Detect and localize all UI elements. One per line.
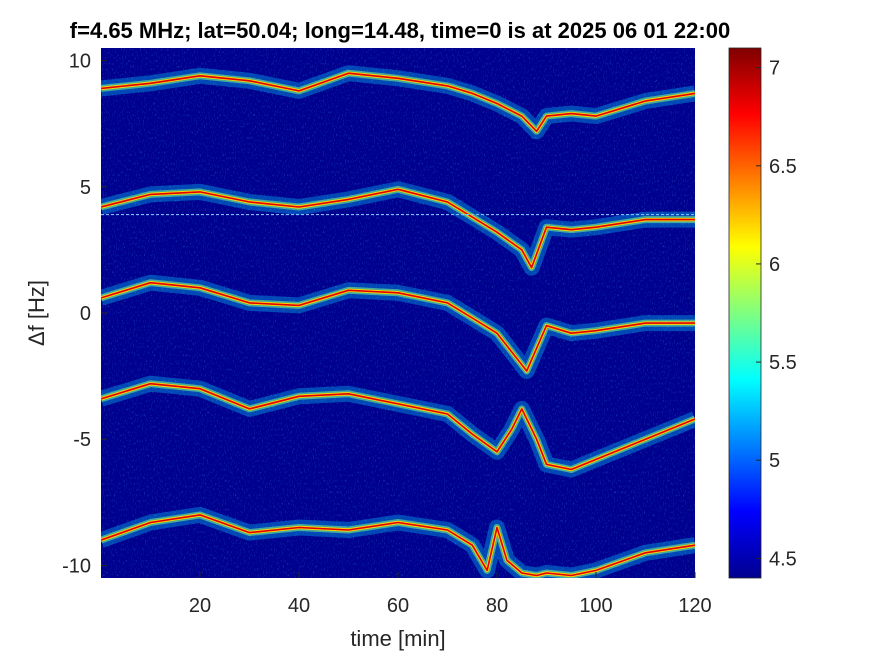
y-tick-label: 10 [69,51,91,73]
x-axis-label: time [min] [350,626,445,651]
trace-core-2 [101,281,695,372]
trace-core-layer [101,71,695,578]
colorbar-tick-label: 6 [769,254,780,276]
x-tick-label: 80 [486,595,508,617]
x-tick-label: 120 [678,595,711,617]
y-tick-label: 5 [80,177,91,199]
colorbar-tick-label: 4.5 [769,548,797,570]
x-axis: 20 40 60 80 100 120 [189,572,712,617]
colorbar-tick-label: 5.5 [769,352,797,374]
colorbar-ticks: 7 6.5 6 5.5 5 4.5 [756,58,797,570]
trace-core-1 [101,188,695,269]
colorbar-tick-label: 6.5 [769,156,797,178]
colorbar-tick-label: 7 [769,58,780,80]
trace-core-4 [101,514,695,577]
colorbar: 7 6.5 6 5.5 5 4.5 [728,47,797,579]
chart-title: f=4.65 MHz; lat=50.04; long=14.48, time=… [70,18,730,43]
x-tick-label: 60 [387,595,409,617]
x-tick-label: 100 [579,595,612,617]
noise-speckle [101,48,695,578]
trace-core-0 [101,72,695,133]
y-tick-label: -10 [62,555,91,577]
colorbar-tick-label: 5 [769,450,780,472]
y-axis-label: Δf [Hz] [24,280,49,346]
y-tick-label: -5 [73,429,91,451]
plot-area: 20 40 60 80 100 120 10 5 0 -5 -10 [62,48,712,617]
colorbar-gradient [728,47,762,579]
y-tick-label: 0 [80,303,91,325]
x-tick-label: 20 [189,595,211,617]
trace-core-3 [101,382,695,471]
y-axis: 10 5 0 -5 -10 [62,51,107,577]
x-tick-label: 40 [288,595,310,617]
